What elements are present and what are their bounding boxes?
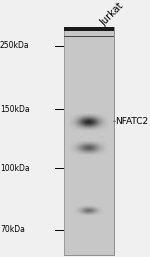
Bar — [64, 35, 114, 38]
Text: 70kDa: 70kDa — [0, 225, 25, 234]
Bar — [64, 27, 114, 255]
Bar — [64, 35, 114, 38]
Bar — [64, 27, 114, 31]
Bar — [64, 27, 114, 255]
Bar — [64, 27, 114, 31]
Text: 250kDa: 250kDa — [0, 41, 30, 50]
Text: 150kDa: 150kDa — [0, 105, 30, 114]
Text: Jurkat: Jurkat — [98, 1, 125, 29]
Text: 100kDa: 100kDa — [0, 164, 30, 173]
Text: NFATC2: NFATC2 — [115, 117, 148, 126]
